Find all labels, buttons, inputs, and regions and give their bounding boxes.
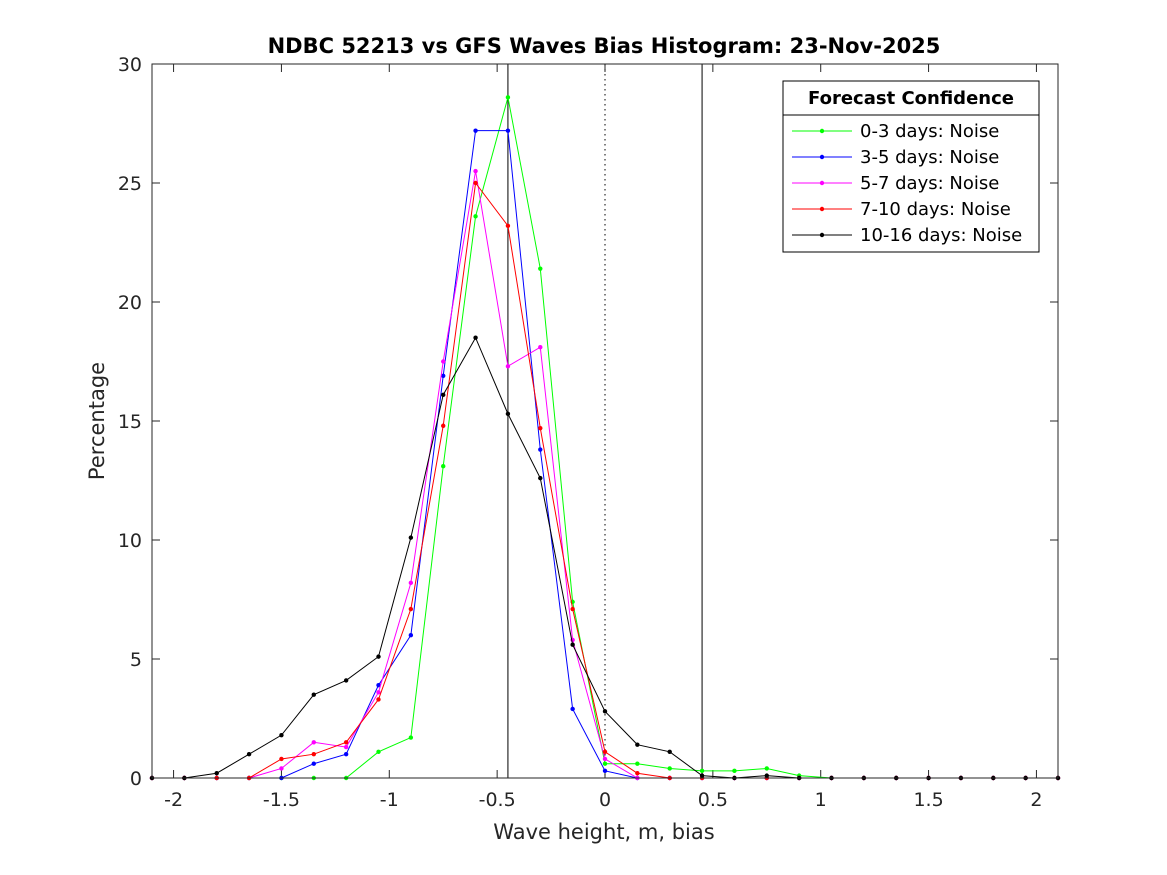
data-point [376, 654, 381, 659]
data-point [732, 768, 737, 774]
data-point [505, 95, 511, 100]
x-tick-label: -2 [164, 789, 183, 811]
data-point [635, 742, 640, 747]
data-point [246, 752, 252, 757]
data-point [441, 359, 446, 364]
y-tick-label: 20 [118, 292, 142, 314]
y-tick-label: 5 [130, 649, 142, 671]
data-point [538, 447, 543, 452]
data-point [279, 732, 284, 738]
data-point [214, 771, 219, 776]
data-point [343, 752, 349, 757]
data-point [570, 606, 575, 612]
legend-swatch-marker [819, 180, 825, 186]
data-point [311, 752, 316, 757]
data-point [473, 128, 478, 133]
data-point [343, 740, 349, 745]
x-tick-label: 0.5 [698, 789, 728, 811]
data-point [376, 749, 381, 755]
data-point [408, 580, 414, 586]
data-point [408, 735, 414, 740]
data-point [311, 692, 316, 697]
data-point [279, 756, 284, 762]
legend: Forecast Confidence 0-3 days: Noise 3-5 d… [782, 80, 1040, 253]
data-point [408, 633, 414, 638]
data-point [764, 766, 769, 771]
data-point [311, 761, 316, 766]
legend-entry-label: 5-7 days: Noise [860, 173, 999, 194]
x-tick-label: 2 [1030, 789, 1042, 811]
data-point [279, 766, 284, 771]
chart-title: NDBC 52213 vs GFS Waves Bias Histogram: … [268, 34, 941, 58]
legend-entry-label: 10-16 days: Noise [860, 225, 1022, 246]
data-point [473, 335, 478, 340]
data-point [505, 128, 511, 133]
y-axis-label: Percentage [85, 362, 109, 480]
legend-entry-label: 0-3 days: Noise [860, 121, 999, 142]
legend-swatch-marker [819, 154, 825, 160]
reference-lines [507, 64, 703, 778]
data-point [538, 425, 543, 431]
legend-swatch-marker [819, 128, 825, 134]
data-point [699, 768, 705, 774]
legend-entry-label: 7-10 days: Noise [860, 199, 1011, 220]
data-point [505, 411, 511, 417]
x-tick-label: -1 [380, 789, 399, 811]
legend-entry-label: 3-5 days: Noise [860, 147, 999, 168]
y-tick-label: 25 [118, 173, 142, 195]
legend-swatch-marker [819, 206, 825, 212]
data-point [602, 768, 608, 774]
data-point [635, 771, 640, 776]
x-tick-label: 1 [815, 789, 827, 811]
legend-swatch-marker [819, 232, 825, 238]
data-point [667, 766, 672, 771]
data-point [505, 223, 511, 229]
data-point [441, 423, 446, 428]
data-point [602, 756, 608, 762]
data-point [343, 678, 349, 683]
x-tick-label: 0 [599, 789, 611, 811]
data-point [764, 773, 769, 778]
data-point [602, 749, 608, 755]
data-point [408, 606, 414, 612]
data-point [538, 475, 543, 481]
data-point [538, 345, 543, 350]
data-point [376, 697, 381, 702]
data-point [441, 373, 446, 378]
data-point [441, 464, 446, 469]
data-point [376, 690, 381, 695]
x-tick-label: -1.5 [263, 789, 300, 811]
data-point [667, 749, 672, 755]
x-axis-label: Wave height, m, bias [493, 820, 714, 844]
legend-box [782, 80, 1040, 253]
data-point [343, 744, 349, 750]
x-tick-label: 1.5 [913, 789, 943, 811]
y-tick-label: 30 [118, 54, 142, 76]
data-point [570, 642, 575, 647]
y-tick-label: 15 [118, 411, 142, 433]
data-point [473, 168, 478, 174]
data-point [602, 761, 608, 766]
data-point [570, 706, 575, 712]
data-point [699, 773, 705, 778]
data-point [473, 180, 478, 186]
data-point [441, 392, 446, 398]
data-point [408, 535, 414, 540]
data-point [505, 364, 511, 369]
data-point [538, 266, 543, 271]
x-tick-label: -0.5 [479, 789, 516, 811]
data-point [376, 682, 381, 688]
y-tick-label: 10 [118, 530, 142, 552]
data-point [311, 740, 316, 745]
data-point [602, 709, 608, 714]
y-tick-label: 0 [130, 768, 142, 790]
plot-frame [151, 63, 1059, 779]
data-point [635, 761, 640, 766]
legend-title: Forecast Confidence [808, 88, 1014, 109]
data-point [473, 214, 478, 219]
